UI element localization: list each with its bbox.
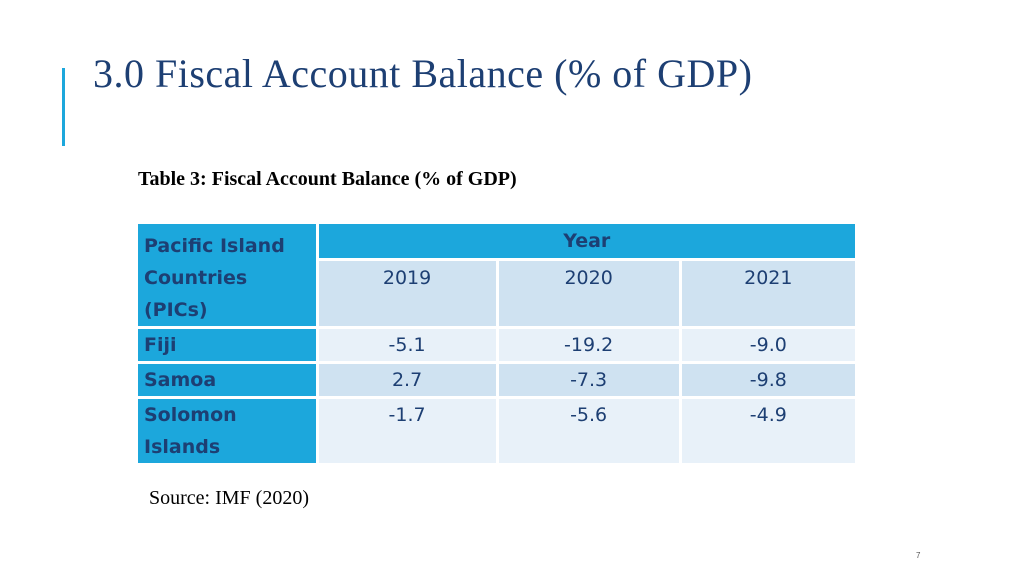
year-2019: 2019: [317, 259, 499, 329]
table-row-fiji: Fiji -5.1 -19.2 -9.0: [138, 327, 855, 364]
country-label: Solomon Islands: [138, 397, 319, 466]
table-row-samoa: Samoa 2.7 -7.3 -9.8: [138, 362, 855, 399]
country-label: Samoa: [138, 362, 319, 399]
value-cell: -9.8: [680, 362, 855, 399]
country-label: Fiji: [138, 327, 319, 364]
year-row: 2019 2020 2021: [138, 259, 855, 329]
table-header-row: Pacific Island Countries (PICs) Year: [138, 224, 855, 329]
value-cell: 2.7: [317, 362, 499, 399]
value-cell: -1.7: [317, 397, 499, 466]
value-cell: -5.6: [497, 397, 682, 466]
fiscal-balance-table: Pacific Island Countries (PICs) Year 201…: [138, 224, 855, 466]
year-2020: 2020: [497, 259, 682, 329]
value-cell: -9.0: [680, 327, 855, 364]
value-cell: -7.3: [497, 362, 682, 399]
table-caption: Table 3: Fiscal Account Balance (% of GD…: [138, 168, 517, 190]
value-cell: -5.1: [317, 327, 499, 364]
pic-column-header: Pacific Island Countries (PICs): [138, 224, 319, 329]
value-cell: -4.9: [680, 397, 855, 466]
source-note: Source: IMF (2020): [149, 487, 309, 509]
year-header: Year: [317, 224, 855, 262]
title-accent-bar: [62, 68, 65, 146]
page-number: 7: [916, 551, 921, 560]
slide-title: 3.0 Fiscal Account Balance (% of GDP): [93, 51, 753, 96]
table-row-solomon-islands: Solomon Islands -1.7 -5.6 -4.9: [138, 397, 855, 466]
value-cell: -19.2: [497, 327, 682, 364]
year-2021: 2021: [680, 259, 855, 329]
